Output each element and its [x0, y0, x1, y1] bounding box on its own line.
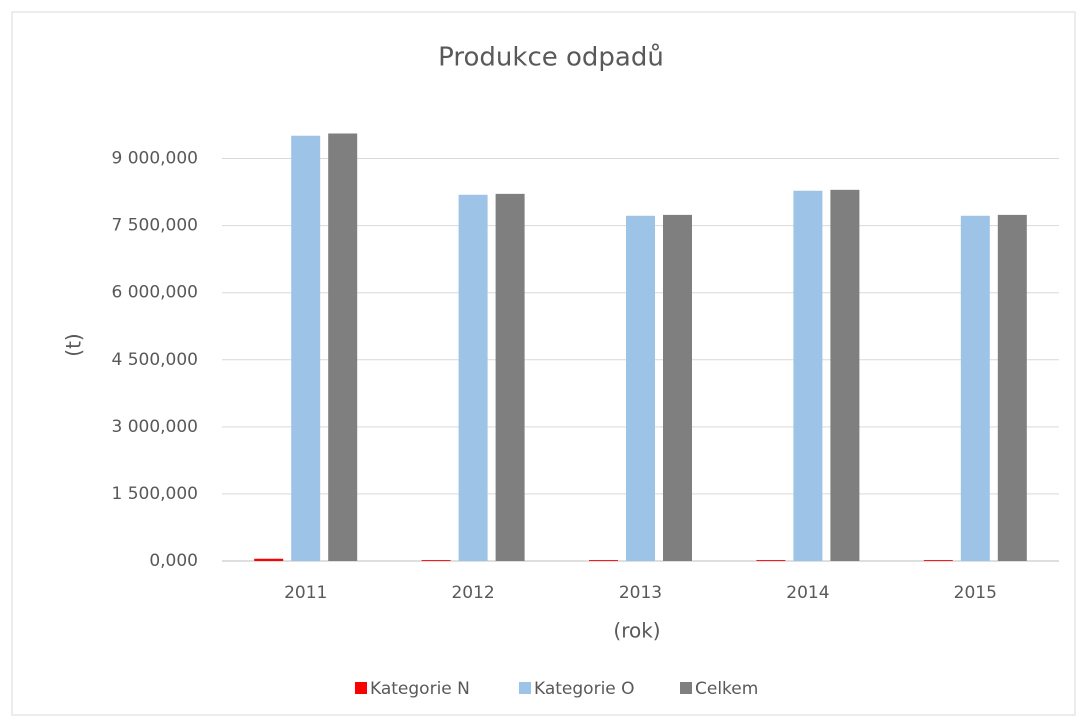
legend-label: Kategorie O — [534, 679, 635, 699]
bar — [328, 133, 358, 562]
y-tick-label: 0,000 — [149, 551, 198, 571]
bar — [589, 560, 618, 561]
y-tick-label: 4 500,000 — [111, 350, 198, 370]
x-axis-label: (rok) — [613, 619, 660, 643]
bar — [960, 215, 990, 561]
bar — [663, 214, 692, 562]
x-tick-label: 2011 — [284, 583, 327, 603]
y-tick-label: 6 000,000 — [111, 283, 198, 303]
x-tick-label: 2015 — [954, 583, 997, 603]
bar — [458, 194, 488, 561]
legend-swatch — [355, 682, 367, 694]
chart-border — [11, 11, 1076, 716]
bar — [495, 193, 525, 561]
y-tick-label: 7 500,000 — [111, 216, 198, 236]
legend-swatch — [519, 682, 531, 694]
bar — [830, 189, 860, 562]
bar — [254, 558, 284, 561]
bar — [923, 560, 953, 561]
bar — [421, 560, 451, 561]
y-tick-label: 1 500,000 — [111, 484, 198, 504]
bar — [291, 135, 321, 562]
chart-title: Produkce odpadů — [438, 43, 664, 73]
y-axis-label: (t) — [62, 333, 86, 356]
bar — [793, 190, 823, 561]
legend-swatch — [680, 682, 692, 694]
bar — [997, 214, 1027, 562]
x-tick-label: 2012 — [451, 583, 494, 603]
legend-label: Kategorie N — [370, 679, 470, 699]
x-tick-label: 2014 — [786, 583, 829, 603]
y-tick-label: 3 000,000 — [111, 417, 198, 437]
bar — [626, 215, 655, 561]
bar — [756, 560, 786, 561]
y-tick-label: 9 000,000 — [111, 149, 198, 169]
legend-label: Celkem — [695, 679, 758, 699]
x-tick-label: 2013 — [619, 583, 662, 603]
